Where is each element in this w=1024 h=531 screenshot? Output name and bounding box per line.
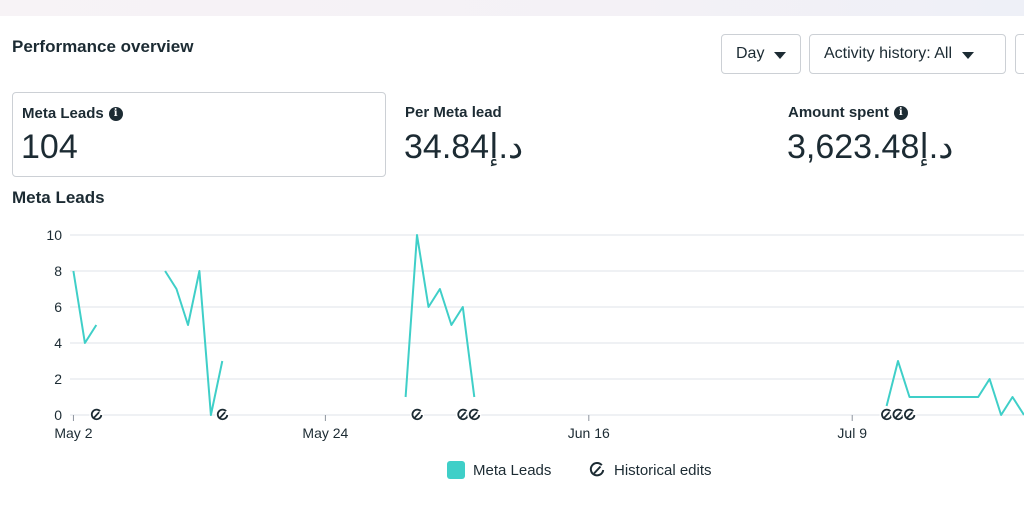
more-options-button[interactable] [1015, 34, 1024, 74]
y-tick-label: 4 [54, 335, 62, 351]
info-icon[interactable]: i [108, 106, 123, 121]
historical-edit-marker[interactable] [879, 408, 894, 422]
y-tick-label: 10 [46, 227, 62, 243]
historical-edit-marker[interactable] [455, 408, 470, 422]
historical-edit-marker[interactable] [215, 408, 230, 422]
metric-card-meta-leads[interactable]: Meta Leads i 104 [12, 92, 386, 177]
historical-edit-marker[interactable] [902, 408, 917, 422]
series-line-segment [72, 270, 98, 344]
activity-dropdown-label: Activity history: All [824, 45, 953, 62]
chart-title: Meta Leads [12, 188, 105, 207]
day-dropdown-label: Day [736, 45, 765, 62]
metric-card-per-meta-lead[interactable]: Per Meta lead 34.84د.إ [396, 92, 766, 177]
caret-down-icon [962, 51, 975, 59]
series-line-segment [164, 270, 224, 416]
x-tick-label: May 2 [54, 425, 92, 441]
legend-label: Meta Leads [473, 461, 552, 479]
x-tick-label: May 24 [302, 425, 348, 441]
historical-edit-marker[interactable] [891, 408, 906, 422]
day-granularity-dropdown[interactable]: Day [721, 34, 801, 74]
y-tick-label: 8 [54, 263, 62, 279]
legend-swatch [447, 461, 465, 479]
historical-edit-icon [589, 462, 605, 477]
y-tick-label: 2 [54, 371, 62, 387]
metric-card-amount-spent[interactable]: Amount spent i 3,623.48د.إ [779, 92, 1024, 177]
historical-edit-marker[interactable] [410, 408, 425, 422]
metric-label: Amount spent [788, 104, 889, 121]
legend-label: Historical edits [614, 461, 712, 479]
page-title: Performance overview [12, 37, 194, 56]
meta-leads-line-chart[interactable]: 0 2 4 6 8 10 May 2 May 24 Jun 16 Jul 9 [0, 220, 1024, 450]
legend-item-meta-leads[interactable]: Meta Leads [447, 461, 551, 479]
activity-history-dropdown[interactable]: Activity history: All [809, 34, 1006, 74]
caret-down-icon [774, 51, 787, 59]
x-tick-label: Jul 9 [837, 425, 867, 441]
metric-label: Meta Leads [22, 105, 104, 122]
x-tick-label: Jun 16 [568, 425, 610, 441]
historical-edit-marker[interactable] [467, 408, 482, 422]
metric-value: 34.84د.إ [404, 128, 524, 166]
y-tick-label: 6 [54, 299, 62, 315]
series-line-segment [885, 360, 1024, 416]
metric-value: 3,623.48د.إ [787, 128, 954, 166]
info-icon[interactable]: i [893, 105, 908, 120]
series-line-segment [404, 234, 476, 398]
metric-label: Per Meta lead [405, 104, 502, 121]
historical-edit-marker[interactable] [89, 408, 104, 422]
y-tick-label: 0 [54, 407, 62, 423]
metric-value: 104 [21, 128, 78, 166]
legend-item-historical-edits[interactable]: Historical edits [588, 461, 712, 479]
top-banner-strip [0, 0, 1024, 16]
